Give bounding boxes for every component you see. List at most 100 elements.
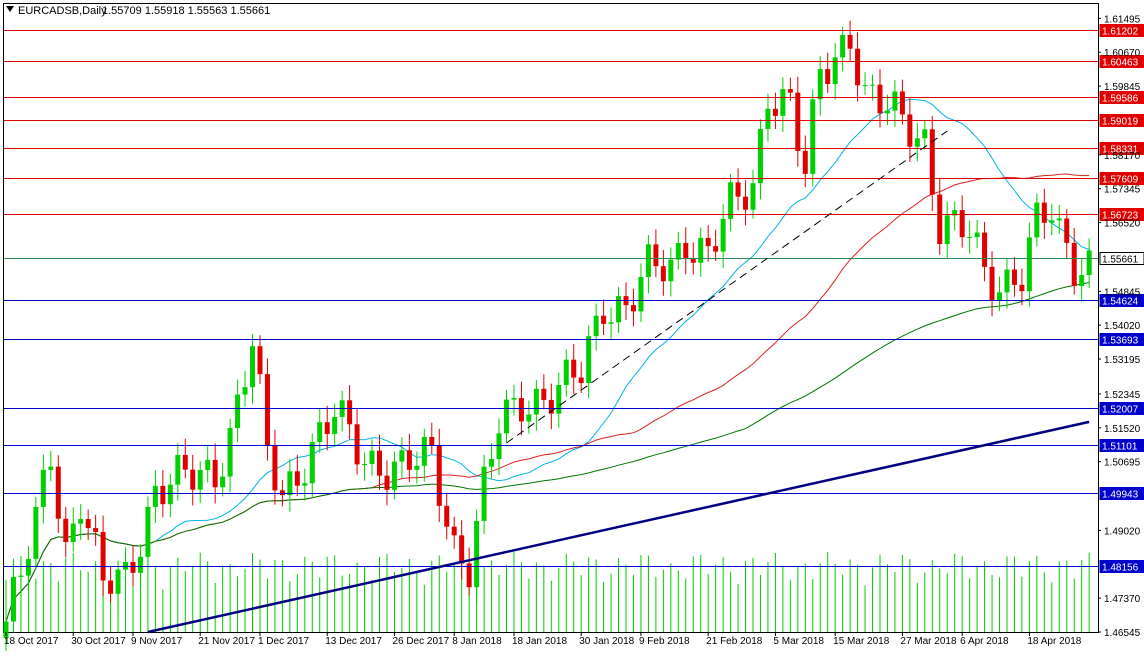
candle-body[interactable] bbox=[743, 196, 749, 210]
candle-body[interactable] bbox=[197, 470, 203, 490]
candle-body[interactable] bbox=[974, 232, 980, 237]
candle-body[interactable] bbox=[757, 128, 763, 184]
candle-body[interactable] bbox=[175, 454, 181, 485]
candle-body[interactable] bbox=[406, 450, 412, 470]
candle-body[interactable] bbox=[982, 232, 988, 267]
candle-body[interactable] bbox=[436, 445, 442, 506]
candle-body[interactable] bbox=[997, 292, 1003, 302]
candle-body[interactable] bbox=[698, 237, 704, 263]
candle-body[interactable] bbox=[825, 69, 831, 85]
trend-line[interactable] bbox=[147, 420, 1090, 634]
candle-body[interactable] bbox=[1079, 275, 1085, 287]
candle-body[interactable] bbox=[347, 400, 353, 425]
candle-body[interactable] bbox=[257, 346, 263, 375]
candle-body[interactable] bbox=[152, 485, 158, 507]
candle-body[interactable] bbox=[123, 561, 129, 570]
candle-body[interactable] bbox=[272, 445, 278, 491]
candle-body[interactable] bbox=[242, 387, 248, 395]
candle-body[interactable] bbox=[70, 523, 76, 543]
candle-body[interactable] bbox=[810, 99, 816, 174]
candle-body[interactable] bbox=[1064, 218, 1070, 243]
candle-body[interactable] bbox=[571, 359, 577, 378]
candle-body[interactable] bbox=[862, 85, 868, 87]
candle-body[interactable] bbox=[391, 461, 397, 490]
candle-body[interactable] bbox=[55, 466, 61, 519]
candle-body[interactable] bbox=[496, 433, 502, 460]
candle-body[interactable] bbox=[324, 422, 330, 435]
candle-body[interactable] bbox=[25, 558, 31, 576]
candle-body[interactable] bbox=[907, 114, 913, 147]
candle-body[interactable] bbox=[78, 519, 84, 524]
candle-body[interactable] bbox=[1041, 202, 1047, 223]
candle-body[interactable] bbox=[705, 237, 711, 247]
candle-body[interactable] bbox=[474, 520, 480, 588]
candle-body[interactable] bbox=[728, 182, 734, 219]
candle-body[interactable] bbox=[989, 266, 995, 302]
candle-body[interactable] bbox=[899, 91, 905, 115]
candle-body[interactable] bbox=[108, 580, 114, 594]
candle-body[interactable] bbox=[870, 84, 876, 86]
candle-body[interactable] bbox=[772, 108, 778, 116]
candle-body[interactable] bbox=[33, 506, 39, 559]
candle-body[interactable] bbox=[48, 466, 54, 470]
candle-body[interactable] bbox=[309, 442, 315, 484]
candle-body[interactable] bbox=[63, 518, 69, 543]
candle-body[interactable] bbox=[683, 242, 689, 258]
candle-body[interactable] bbox=[944, 215, 950, 245]
candle-body[interactable] bbox=[586, 336, 592, 384]
candle-body[interactable] bbox=[840, 34, 846, 58]
candle-body[interactable] bbox=[10, 576, 16, 622]
candle-body[interactable] bbox=[414, 465, 420, 470]
candle-body[interactable] bbox=[1026, 237, 1032, 292]
candle-body[interactable] bbox=[1034, 202, 1040, 238]
candle-body[interactable] bbox=[1011, 269, 1017, 285]
candle-body[interactable] bbox=[713, 246, 719, 252]
candle-body[interactable] bbox=[765, 108, 771, 129]
candle-body[interactable] bbox=[429, 436, 435, 446]
candle-body[interactable] bbox=[914, 138, 920, 147]
candle-body[interactable] bbox=[787, 89, 793, 93]
candle-body[interactable] bbox=[279, 490, 285, 496]
candle-body[interactable] bbox=[511, 398, 517, 400]
candle-body[interactable] bbox=[190, 469, 196, 490]
candle-body[interactable] bbox=[18, 575, 24, 577]
candle-body[interactable] bbox=[354, 424, 360, 465]
candle-body[interactable] bbox=[145, 506, 151, 557]
candle-body[interactable] bbox=[668, 259, 674, 282]
candle-body[interactable] bbox=[526, 414, 532, 422]
candle-body[interactable] bbox=[227, 428, 233, 477]
candle-body[interactable] bbox=[929, 129, 935, 195]
candle-body[interactable] bbox=[616, 296, 622, 323]
candle-body[interactable] bbox=[444, 505, 450, 527]
candle-body[interactable] bbox=[638, 276, 644, 312]
candle-body[interactable] bbox=[847, 34, 853, 49]
candle-body[interactable] bbox=[220, 476, 226, 488]
candle-body[interactable] bbox=[489, 459, 495, 467]
candle-body[interactable] bbox=[690, 257, 696, 263]
candle-body[interactable] bbox=[817, 69, 823, 100]
candle-body[interactable] bbox=[653, 244, 659, 267]
candle-body[interactable] bbox=[563, 359, 569, 386]
candle-body[interactable] bbox=[369, 450, 375, 465]
candle-body[interactable] bbox=[720, 218, 726, 252]
candle-body[interactable] bbox=[421, 436, 427, 466]
candle-body[interactable] bbox=[1004, 269, 1010, 293]
candle-body[interactable] bbox=[967, 236, 973, 238]
candle-body[interactable] bbox=[362, 464, 368, 466]
candle-body[interactable] bbox=[630, 305, 636, 312]
candle-body[interactable] bbox=[608, 322, 614, 324]
candle-body[interactable] bbox=[832, 57, 838, 85]
candle-body[interactable] bbox=[533, 388, 539, 415]
candle-body[interactable] bbox=[578, 377, 584, 384]
candle-body[interactable] bbox=[130, 561, 136, 573]
trend-line[interactable] bbox=[506, 130, 948, 444]
candle-body[interactable] bbox=[93, 528, 99, 532]
candle-body[interactable] bbox=[1071, 242, 1077, 287]
candle-body[interactable] bbox=[1086, 250, 1092, 276]
candle-body[interactable] bbox=[1019, 284, 1025, 292]
candle-body[interactable] bbox=[795, 92, 801, 151]
candle-body[interactable] bbox=[645, 244, 651, 277]
candle-body[interactable] bbox=[302, 483, 308, 486]
